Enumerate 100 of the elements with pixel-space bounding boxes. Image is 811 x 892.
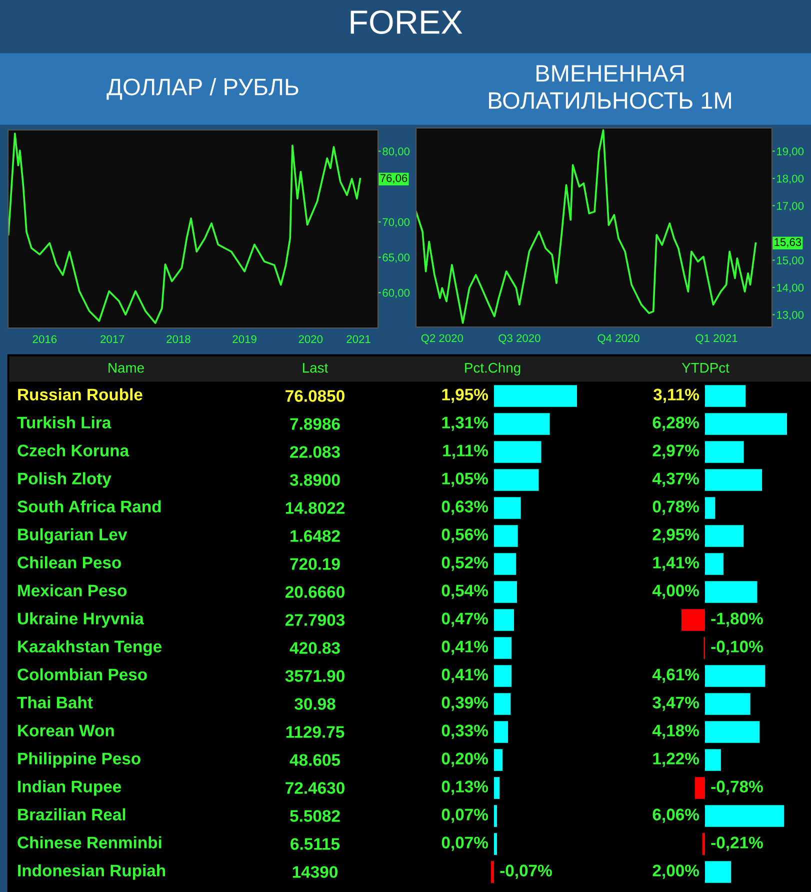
text: 3.8900 <box>290 474 340 486</box>
y-tick-label: 80,00 <box>382 147 410 157</box>
data-label: 2,97% <box>652 444 700 459</box>
y-tick-label: 14,00 <box>777 284 804 293</box>
data-label: 0,52% <box>442 556 488 571</box>
text: 76.0850 <box>286 390 344 402</box>
bar <box>494 637 512 659</box>
data-label: 6,28% <box>652 416 700 431</box>
bar <box>705 861 732 883</box>
bar <box>494 497 521 519</box>
bar <box>705 805 784 827</box>
data-label: 0,63% <box>442 500 488 515</box>
y-tick-label: 70,00 <box>382 218 410 228</box>
data-label: 0,56% <box>442 528 488 543</box>
bar <box>494 777 500 799</box>
bar <box>494 581 517 603</box>
bar <box>494 693 511 715</box>
data-label: -0,21% <box>711 836 763 851</box>
y-tick-label: 65,00 <box>382 254 410 263</box>
line-series <box>416 129 757 324</box>
data-label: -1,80% <box>711 612 763 627</box>
data-label: 0,47% <box>442 612 488 627</box>
y-tick-label: Philippine Peso <box>18 752 140 768</box>
text: 1129.75 <box>286 726 344 738</box>
text: 14.8022 <box>286 502 344 514</box>
text: 1.6482 <box>290 530 340 542</box>
data-label: 1,41% <box>653 556 700 571</box>
bar <box>705 581 758 603</box>
text: 48.605 <box>290 754 340 766</box>
data-label: 1,22% <box>653 752 700 767</box>
chart-title: ДОЛЛАР / РУБЛЬ <box>106 78 298 100</box>
y-tick-label: Mexican Peso <box>18 584 127 596</box>
data-label: -0,10% <box>711 640 763 655</box>
data-label: 1,05% <box>442 472 488 487</box>
bar <box>494 469 539 491</box>
y-tick-label: 19,00 <box>777 147 804 157</box>
bar <box>705 385 746 407</box>
x-tick-label: 2021 <box>346 335 370 344</box>
y-tick-label: 15,00 <box>777 256 804 266</box>
text: 30.98 <box>294 698 336 710</box>
annotation: 15,63 <box>774 238 802 248</box>
text: 14390 <box>292 866 338 878</box>
y-tick-label: Ukraine Hryvnia <box>18 612 144 628</box>
data-label: -0,78% <box>711 780 763 795</box>
text: 420.83 <box>290 642 340 654</box>
y-tick-label: Czech Koruna <box>18 444 130 456</box>
y-tick-label: Colombian Peso <box>18 668 147 680</box>
data-label: 4,61% <box>652 668 700 683</box>
data-label: 4,18% <box>652 724 700 739</box>
data-label: 0,20% <box>442 752 488 767</box>
y-tick-label: South Africa Rand <box>17 500 161 512</box>
text: 72.4630 <box>286 782 344 794</box>
bar <box>494 441 542 463</box>
x-tick-label: 2018 <box>166 335 190 344</box>
data-label: 4,00% <box>652 584 700 599</box>
y-tick-label: Korean Won <box>18 724 114 736</box>
bar <box>494 749 503 771</box>
x-tick-label: Q1 2021 <box>696 334 738 344</box>
text: Last <box>303 363 328 373</box>
data-label: 4,37% <box>652 472 700 487</box>
y-axis-title: Name <box>108 363 144 373</box>
y-tick-label: Chinese Renminbi <box>18 836 162 848</box>
line-series <box>8 132 362 324</box>
bar <box>491 861 494 883</box>
bar <box>705 497 716 519</box>
y-tick-label: 60,00 <box>382 288 410 298</box>
bar <box>705 665 766 687</box>
text: 20.6660 <box>285 586 344 598</box>
x-tick-label: Q2 2020 <box>421 334 464 344</box>
data-label: 3,47% <box>652 696 700 711</box>
chart-title: YTDPct <box>682 363 730 373</box>
bar <box>705 525 744 547</box>
y-tick-label: Thai Baht <box>17 696 93 708</box>
y-tick-label: Turkish Lira <box>17 416 112 428</box>
annotation: 76,06 <box>380 174 408 184</box>
y-tick-label: Brazilian Real <box>18 808 126 820</box>
y-tick-label: Chilean Peso <box>18 556 122 568</box>
x-tick-label: 2020 <box>298 335 323 344</box>
bar <box>694 777 705 799</box>
data-label: 6,06% <box>652 808 700 823</box>
data-label: 0,07% <box>442 836 488 851</box>
y-tick-label: 18,00 <box>777 174 804 184</box>
bar <box>494 525 518 547</box>
text: 7.8986 <box>290 418 340 430</box>
text: 22.083 <box>290 446 340 458</box>
bar <box>494 609 514 631</box>
y-tick-label: Russian Rouble <box>18 388 142 400</box>
bar <box>705 693 750 715</box>
text: 6.5115 <box>290 838 340 850</box>
y-tick-label: Indonesian Rupiah <box>18 864 166 880</box>
x-tick-label: Q4 2020 <box>598 334 640 344</box>
bar <box>705 749 721 771</box>
data-label: 0,13% <box>442 780 488 795</box>
data-label: 3,11% <box>653 388 700 403</box>
bar <box>705 721 760 743</box>
text: FOREX <box>350 10 462 34</box>
y-tick-label: Polish Zloty <box>18 472 112 488</box>
data-label: 1,95% <box>442 388 488 403</box>
x-tick-label: 2016 <box>32 335 57 344</box>
data-label: 2,00% <box>652 864 700 879</box>
